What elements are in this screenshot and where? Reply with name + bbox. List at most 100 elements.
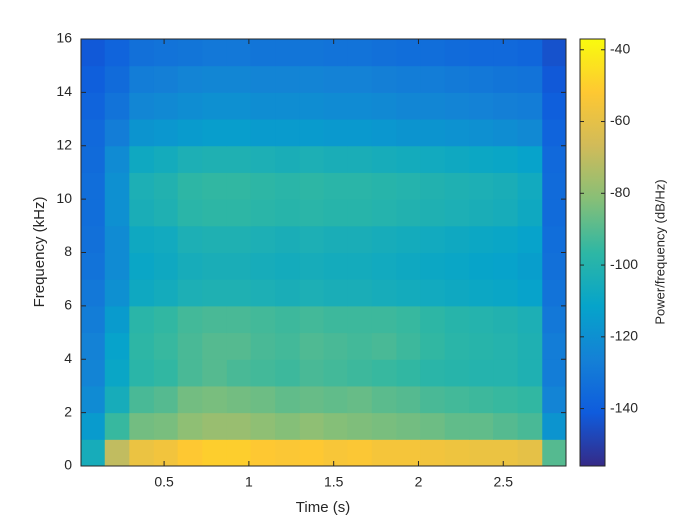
heatmap-cell [153,145,179,173]
heatmap-cell [469,439,494,467]
heatmap-cell [420,439,446,467]
heatmap-cell [275,385,301,414]
heatmap-cell [81,92,106,120]
heatmap-cell [202,199,228,227]
heatmap-cell [396,252,421,280]
heatmap-cell [420,252,446,280]
heatmap-cell [177,305,203,334]
heatmap-cell [347,305,373,334]
heatmap-cell [371,172,397,200]
heatmap-cell [275,332,301,360]
heatmap-cell [347,145,373,173]
heatmap-cell [396,279,421,307]
heatmap-cell [129,172,155,200]
heatmap-cell [153,92,179,120]
y-tick-label: 10 [56,190,72,206]
heatmap-cell [299,119,324,147]
heatmap-cell [129,65,155,93]
heatmap-cell [81,225,106,253]
heatmap-cell [493,225,519,253]
heatmap-cell [275,359,301,387]
y-tick-label: 16 [56,30,72,46]
heatmap-cell [420,172,446,200]
heatmap-cell [469,92,494,120]
heatmap-cell [444,279,470,307]
heatmap-cell [371,439,397,467]
heatmap-cell [396,39,421,67]
heatmap-cell [177,279,203,307]
heatmap-cell [323,412,348,440]
heatmap-cell [469,172,494,200]
heatmap-cell [81,359,106,387]
heatmap-cell [226,65,252,93]
heatmap-cell [469,119,494,147]
heatmap-cell [299,225,324,253]
colorbar-frame [579,38,606,467]
heatmap-cell [396,332,421,360]
heatmap-cell [177,412,203,440]
heatmap-cell [371,199,397,227]
heatmap-cell [444,252,470,280]
heatmap-cell [347,92,373,120]
heatmap-cell [396,439,421,467]
heatmap-cell [202,385,228,414]
heatmap-cell [177,252,203,280]
heatmap-cell [323,92,348,120]
heatmap-cell [517,145,543,173]
heatmap-cell [493,252,519,280]
heatmap-cell [323,439,348,467]
heatmap-cell [299,199,324,227]
heatmap-cell [129,359,155,387]
heatmap-cell [396,172,421,200]
heatmap-cell [299,305,324,334]
heatmap-cell [347,119,373,147]
heatmap-cell [81,172,106,200]
heatmap-cell [275,225,301,253]
heatmap-cell [542,439,567,467]
heatmap-cell [250,92,276,120]
heatmap-cell [250,225,276,253]
heatmap-cell [226,439,252,467]
heatmap-cell [104,225,130,253]
heatmap-cell [517,279,543,307]
heatmap-cell [420,385,446,414]
heatmap-cell [323,172,348,200]
heatmap-cell [493,199,519,227]
heatmap-cell [444,412,470,440]
heatmap-cell [81,332,106,360]
heatmap-cell [517,65,543,93]
x-tick-label: 0.5 [154,474,174,490]
heatmap-cell [542,172,567,200]
heatmap-cell [177,92,203,120]
heatmap-cell [469,39,494,67]
heatmap-cell [420,92,446,120]
heatmap-cell [420,305,446,334]
heatmap-cell [347,172,373,200]
colorbar-tick-label: -140 [610,399,638,415]
heatmap-cell [129,39,155,67]
heatmap-cell [275,412,301,440]
heatmap-cell [226,172,252,200]
heatmap-cell [542,119,567,147]
heatmap-cell [396,145,421,173]
y-tick-label: 8 [64,243,72,259]
heatmap-cell [104,199,130,227]
colorbar-tick-label: -120 [610,328,638,344]
heatmap-cell [493,65,519,93]
heatmap-cell [347,359,373,387]
heatmap-cell [153,279,179,307]
heatmap-cell [371,145,397,173]
heatmap-cell [347,412,373,440]
heatmap-cell [104,279,130,307]
heatmap-cell [469,305,494,334]
heatmap-cell [299,145,324,173]
x-tick-label: 1.5 [324,474,344,490]
heatmap-cell [493,305,519,334]
heatmap-cell [275,92,301,120]
heatmap-cell [371,225,397,253]
heatmap-cell [444,39,470,67]
heatmap-cell [177,145,203,173]
heatmap-cell [420,65,446,93]
heatmap-cell [347,39,373,67]
